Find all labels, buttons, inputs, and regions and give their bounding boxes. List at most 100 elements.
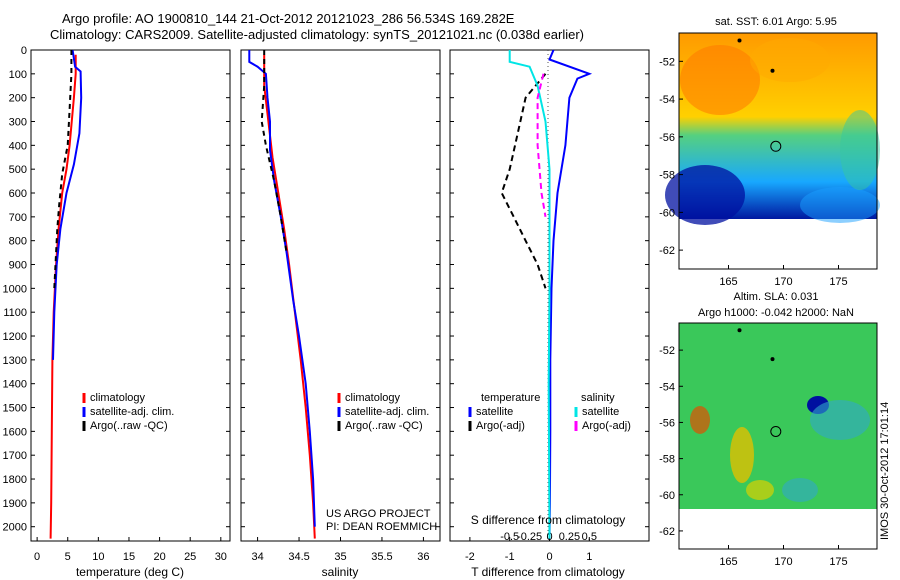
depth-tick-label: 1300 (3, 355, 27, 367)
sla-axes-frame (678, 322, 878, 550)
x-tick-label: 0 (34, 551, 40, 563)
sst-cold-patch (800, 187, 880, 223)
sla-xticks: 165 170 175 (719, 545, 848, 568)
difference-legend: temperature salinity satellite Argo(-adj) sa… (468, 392, 631, 432)
map-x-tick-label: 165 (719, 556, 737, 568)
x-tick-label: -2 (465, 551, 475, 563)
series-line (52, 49, 83, 360)
depth-tick-label: 2000 (3, 522, 27, 534)
salinity-panel: 34 34.5 35 35.5 36 salinity climatology satel… (240, 49, 441, 579)
legend-entry: satellite (582, 406, 619, 418)
temperature-panel: 0100200300400500600700800900100011001200… (3, 45, 649, 579)
depth-tick-label: 600 (9, 188, 27, 200)
legend-entry: satellite (476, 406, 513, 418)
map-y-tick-label: -58 (659, 454, 675, 466)
s-tick-label: -0.25 (517, 531, 542, 543)
map-y-tick-label: -56 (659, 132, 675, 144)
map-x-tick-label: 170 (774, 276, 792, 288)
map-y-tick-label: -52 (659, 345, 675, 357)
x-tick-label: 15 (123, 551, 135, 563)
map-y-tick-label: -54 (659, 381, 675, 393)
x-tick-label: 0 (546, 551, 552, 563)
map-y-tick-label: -62 (659, 245, 675, 257)
map-y-tick-label: -54 (659, 94, 675, 106)
x-tick-label: 25 (184, 551, 196, 563)
temperature-xticks: 0 5 10 15 20 25 30 (34, 537, 227, 563)
depth-tick-label: 1800 (3, 474, 27, 486)
legend-entry: climatology (345, 392, 401, 404)
depth-tick-label: 1400 (3, 379, 27, 391)
sla-map-title: Altim. SLA: 0.031 (734, 291, 819, 303)
s-difference-xlabel: S difference from climatology (471, 513, 626, 527)
map-y-tick-label: -52 (659, 56, 675, 68)
x-tick-label: 34 (251, 551, 263, 563)
x-tick-label: 20 (153, 551, 165, 563)
project-annotation: US ARGO PROJECT (326, 508, 431, 520)
series-line (263, 54, 316, 539)
argo-position-marker (770, 425, 782, 437)
sst-warm-patch (750, 38, 830, 82)
x-tick-label: 5 (65, 551, 71, 563)
depth-tick-label: 700 (9, 212, 27, 224)
legend-entry: satellite-adj. clim. (90, 406, 174, 418)
sst-cold-patch (665, 165, 745, 225)
depth-tick-label: 300 (9, 117, 27, 129)
s-tick-label: 0.5 (582, 531, 597, 543)
depth-tick-label: 900 (9, 260, 27, 272)
temperature-axes-frame (30, 49, 231, 542)
float-track-marker (770, 357, 775, 362)
sla-positive-patch (730, 427, 754, 483)
x-tick-label: 36 (417, 551, 429, 563)
sst-map-title: sat. SST: 6.01 Argo: 5.95 (715, 16, 837, 28)
x-tick-label: 34.5 (288, 551, 309, 563)
x-tick-label: 35.5 (371, 551, 392, 563)
series-line (500, 73, 547, 289)
temperature-legend: climatology satellite-adj. clim. Argo(..ra… (82, 392, 174, 432)
map-x-tick-label: 175 (829, 276, 847, 288)
argo-position-marker (770, 140, 782, 152)
depth-tick-label: 500 (9, 164, 27, 176)
legend-entry: satellite-adj. clim. (345, 406, 429, 418)
sst-yticks: -62 -60 -58 -56 -54 -52 (659, 56, 683, 257)
legend-heading-temperature: temperature (481, 392, 540, 404)
sst-warm-patch (680, 45, 760, 115)
depth-tick-label: 400 (9, 140, 27, 152)
series-line (248, 50, 316, 527)
x-tick-label: 1 (586, 551, 592, 563)
series-line (548, 49, 593, 539)
x-tick-label: 10 (92, 551, 104, 563)
sst-map-panel: sat. SST: 6.01 Argo: 5.95 165 170 175 -62 -… (659, 16, 880, 288)
depth-tick-label: 1900 (3, 498, 27, 510)
temperature-lines (49, 49, 83, 539)
depth-tick-label: 200 (9, 93, 27, 105)
legend-entry: climatology (90, 392, 146, 404)
legend-entry: Argo(..raw -QC) (345, 420, 423, 432)
sst-heatmap (665, 33, 880, 225)
map-y-tick-label: -58 (659, 170, 675, 182)
depth-tick-label: 1700 (3, 450, 27, 462)
t-difference-xlabel: T difference from climatology (471, 565, 625, 579)
difference-xticks: -2 -1 0 1-0.5-0.25 0 0.25 0.5 (465, 531, 597, 563)
float-track-marker (770, 68, 775, 73)
depth-tick-label: 100 (9, 69, 27, 81)
temperature-xlabel: temperature (deg C) (76, 565, 184, 579)
sla-map-subtitle: Argo h1000: -0.042 h2000: NaN (698, 307, 854, 319)
map-x-tick-label: 165 (719, 276, 737, 288)
salinity-xlabel: salinity (322, 565, 359, 579)
series-line (536, 73, 547, 217)
x-tick-label: 35 (334, 551, 346, 563)
legend-heading-salinity: salinity (581, 392, 615, 404)
map-x-tick-label: 170 (774, 556, 792, 568)
float-track-marker (737, 38, 742, 43)
sst-mid-patch (840, 110, 880, 190)
series-line (49, 54, 77, 539)
sla-negative-patch (810, 400, 870, 440)
salinity-lines (248, 50, 316, 539)
sla-heatmap (679, 323, 877, 509)
sst-markers (737, 38, 782, 152)
map-y-tick-label: -62 (659, 526, 675, 538)
depth-tick-label: 1100 (3, 307, 27, 319)
salinity-xticks: 34 34.5 35 35.5 36 (251, 537, 430, 563)
depth-tick-label: 800 (9, 236, 27, 248)
